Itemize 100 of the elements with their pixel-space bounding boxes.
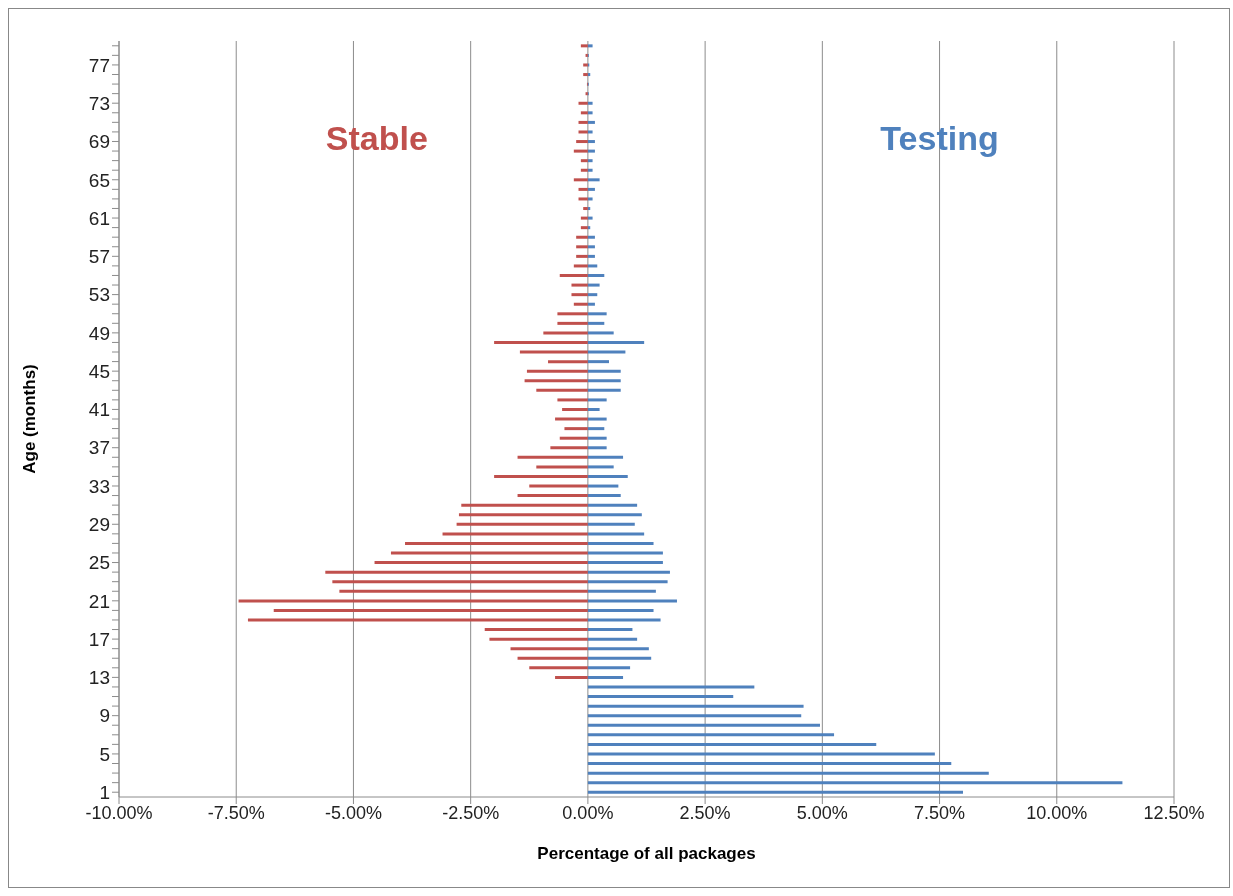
y-tick-label: 5 [99,743,110,765]
bar [587,599,677,603]
x-tick-label: 2.50% [679,802,731,823]
y-tick-label: 57 [88,246,110,268]
bar [587,666,631,670]
bar [461,503,588,507]
y-tick-label: 69 [88,131,110,153]
bar [578,120,588,124]
bar [517,656,588,660]
bar [587,407,600,411]
y-tick-label: 61 [88,207,110,229]
bar [587,551,663,555]
bar [587,388,621,392]
y-tick-label: 9 [99,705,110,727]
bar [529,484,588,488]
bar [339,589,588,593]
bar [587,541,654,545]
bar [587,360,609,364]
y-tick-label: 1 [99,781,110,803]
bar [587,465,614,469]
bar [587,379,621,383]
bar [587,580,668,584]
bar [578,130,588,134]
bar [587,446,607,450]
bar [587,321,605,325]
bar [580,159,588,163]
bar [557,398,588,402]
bar [458,513,588,517]
y-tick-label: 21 [88,590,110,612]
bar [587,714,802,718]
y-tick-label: 29 [88,514,110,536]
x-tick-label: -7.50% [207,802,265,823]
bar [238,599,588,603]
y-tick-label: 17 [88,628,110,650]
bar [573,264,588,268]
bar [548,360,588,364]
y-tick-label: 65 [88,169,110,191]
y-tick-label: 13 [88,667,110,689]
bar [587,264,598,268]
bar [555,675,588,679]
bar [587,781,1123,785]
bar [587,302,595,306]
bar [510,647,588,651]
bar [587,436,607,440]
bar [587,656,652,660]
bar [571,293,588,297]
bar [580,44,588,48]
bar [587,235,595,239]
bar [456,522,588,526]
bar [587,742,877,746]
bar [587,187,595,191]
bar [543,331,588,335]
bar [587,197,593,201]
bar [587,494,621,498]
bar [587,790,963,794]
bar [587,312,607,316]
bar [247,618,588,622]
bar [587,513,642,517]
y-tick-label: 49 [88,322,110,344]
bar [587,723,820,727]
x-tick-label: -10.00% [85,802,153,823]
bar [557,321,588,325]
bar [564,427,588,431]
bar [442,532,588,536]
bar [587,178,600,182]
bar [587,608,654,612]
bar [587,704,804,708]
bar [517,455,588,459]
bar [390,551,588,555]
y-tick-label: 45 [88,360,110,382]
x-tick-label: 5.00% [796,802,848,823]
bar [587,647,649,651]
bar [273,608,588,612]
bar [484,628,588,632]
bar [587,522,635,526]
bar [559,274,588,278]
bar [555,417,588,421]
bar [583,63,588,67]
bar [587,341,645,345]
y-tick-label: 33 [88,475,110,497]
bar [587,111,593,115]
bar [587,455,624,459]
y-tick-label: 53 [88,284,110,306]
bar [587,283,600,287]
bar [587,637,638,641]
bar [587,695,734,699]
bar [583,207,588,211]
bar [571,283,588,287]
y-tick-label: 77 [88,54,110,76]
bar [578,101,588,105]
bar [573,302,588,306]
bar [519,350,588,354]
bar [587,532,645,536]
bar [587,762,952,766]
bar [325,570,588,574]
bar [562,407,588,411]
x-axis-title: Percentage of all packages [537,844,756,863]
bar [559,436,588,440]
bar [578,197,588,201]
bar [550,446,588,450]
